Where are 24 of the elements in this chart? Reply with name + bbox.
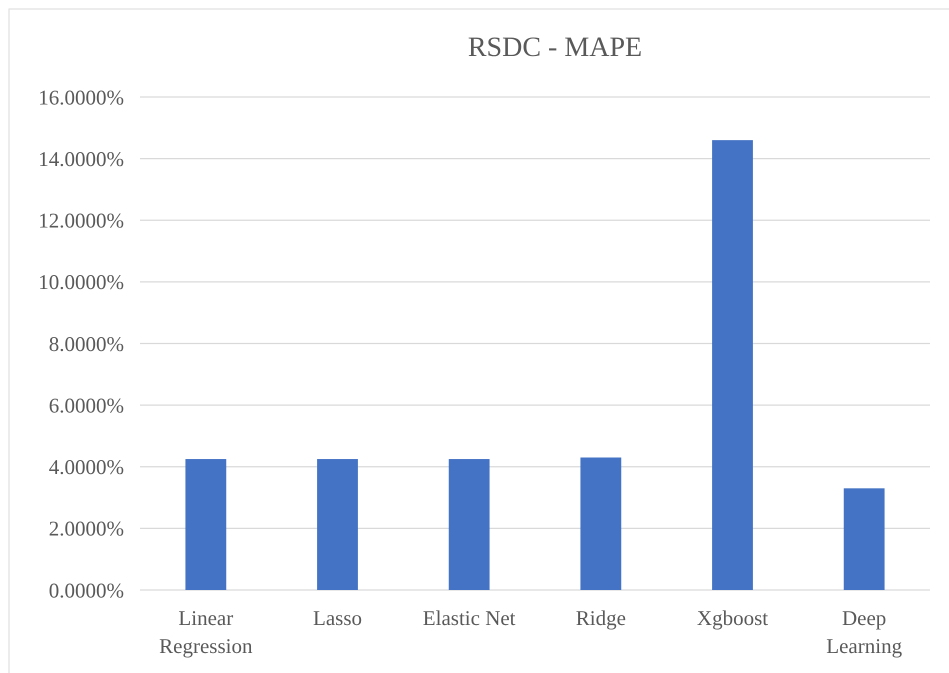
y-tick-label: 12.0000% (38, 208, 124, 233)
y-tick-label: 8.0000% (48, 332, 124, 356)
bar (448, 459, 490, 590)
y-tick-label: 0.0000% (48, 578, 124, 602)
category-label: Learning (826, 634, 902, 658)
y-tick-label: 6.0000% (48, 393, 124, 418)
category-label: Linear (178, 606, 234, 630)
bar (844, 488, 885, 590)
category-label: Xgboost (696, 606, 768, 630)
bar (185, 459, 226, 590)
category-label: Lasso (313, 606, 362, 630)
bar (580, 458, 622, 590)
category-label: Deep (842, 606, 886, 630)
y-tick-label: 4.0000% (48, 455, 124, 480)
chart-title: RSDC - MAPE (468, 32, 642, 63)
category-label: Regression (159, 634, 252, 658)
category-label: Elastic Net (422, 606, 516, 630)
bar (712, 140, 753, 590)
y-tick-label: 2.0000% (48, 516, 124, 541)
y-tick-label: 14.0000% (38, 146, 124, 171)
category-label: Ridge (576, 606, 626, 630)
bar (317, 459, 358, 590)
y-tick-label: 16.0000% (38, 85, 124, 110)
y-tick-label: 10.0000% (38, 270, 124, 294)
